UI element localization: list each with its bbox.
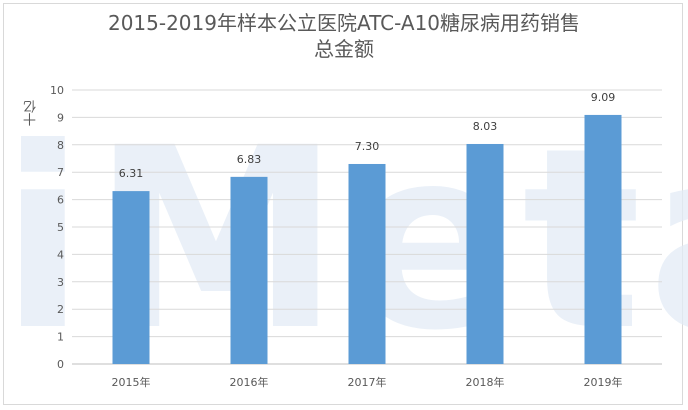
data-label: 7.30 — [355, 140, 380, 153]
x-tick-label: 2019年 — [584, 375, 623, 389]
x-tick-label: 2016年 — [230, 375, 269, 389]
chart-title: 2015-2019年样本公立医院ATC-A10糖尿病用药销售 总金额 — [0, 10, 688, 62]
y-tick-label: 1 — [57, 331, 64, 344]
y-tick-label: 3 — [57, 276, 64, 289]
x-tick-label: 2017年 — [348, 375, 387, 389]
y-tick-label: 2 — [57, 303, 64, 316]
bar — [112, 191, 150, 364]
data-label: 8.03 — [473, 120, 498, 133]
data-label: 6.83 — [237, 153, 262, 166]
y-tick-label: 0 — [57, 358, 64, 371]
y-tick-label: 7 — [57, 166, 64, 179]
y-tick-label: 6 — [57, 194, 64, 207]
y-tick-label: 4 — [57, 248, 64, 261]
y-tick-label: 10 — [50, 84, 64, 97]
bar — [584, 114, 622, 365]
data-label: 9.09 — [591, 91, 616, 104]
bar — [230, 176, 268, 364]
bar — [348, 163, 386, 364]
chart-title-line-1: 2015-2019年样本公立医院ATC-A10糖尿病用药销售 — [107, 11, 581, 35]
data-label: 6.31 — [119, 167, 144, 180]
chart-title-line-2: 总金额 — [314, 37, 374, 61]
x-tick-label: 2018年 — [466, 375, 505, 389]
y-tick-label: 5 — [57, 221, 64, 234]
bar — [466, 143, 504, 364]
y-tick-label: 8 — [57, 139, 64, 152]
x-tick-label: 2015年 — [112, 375, 151, 389]
y-tick-label: 9 — [57, 111, 64, 124]
